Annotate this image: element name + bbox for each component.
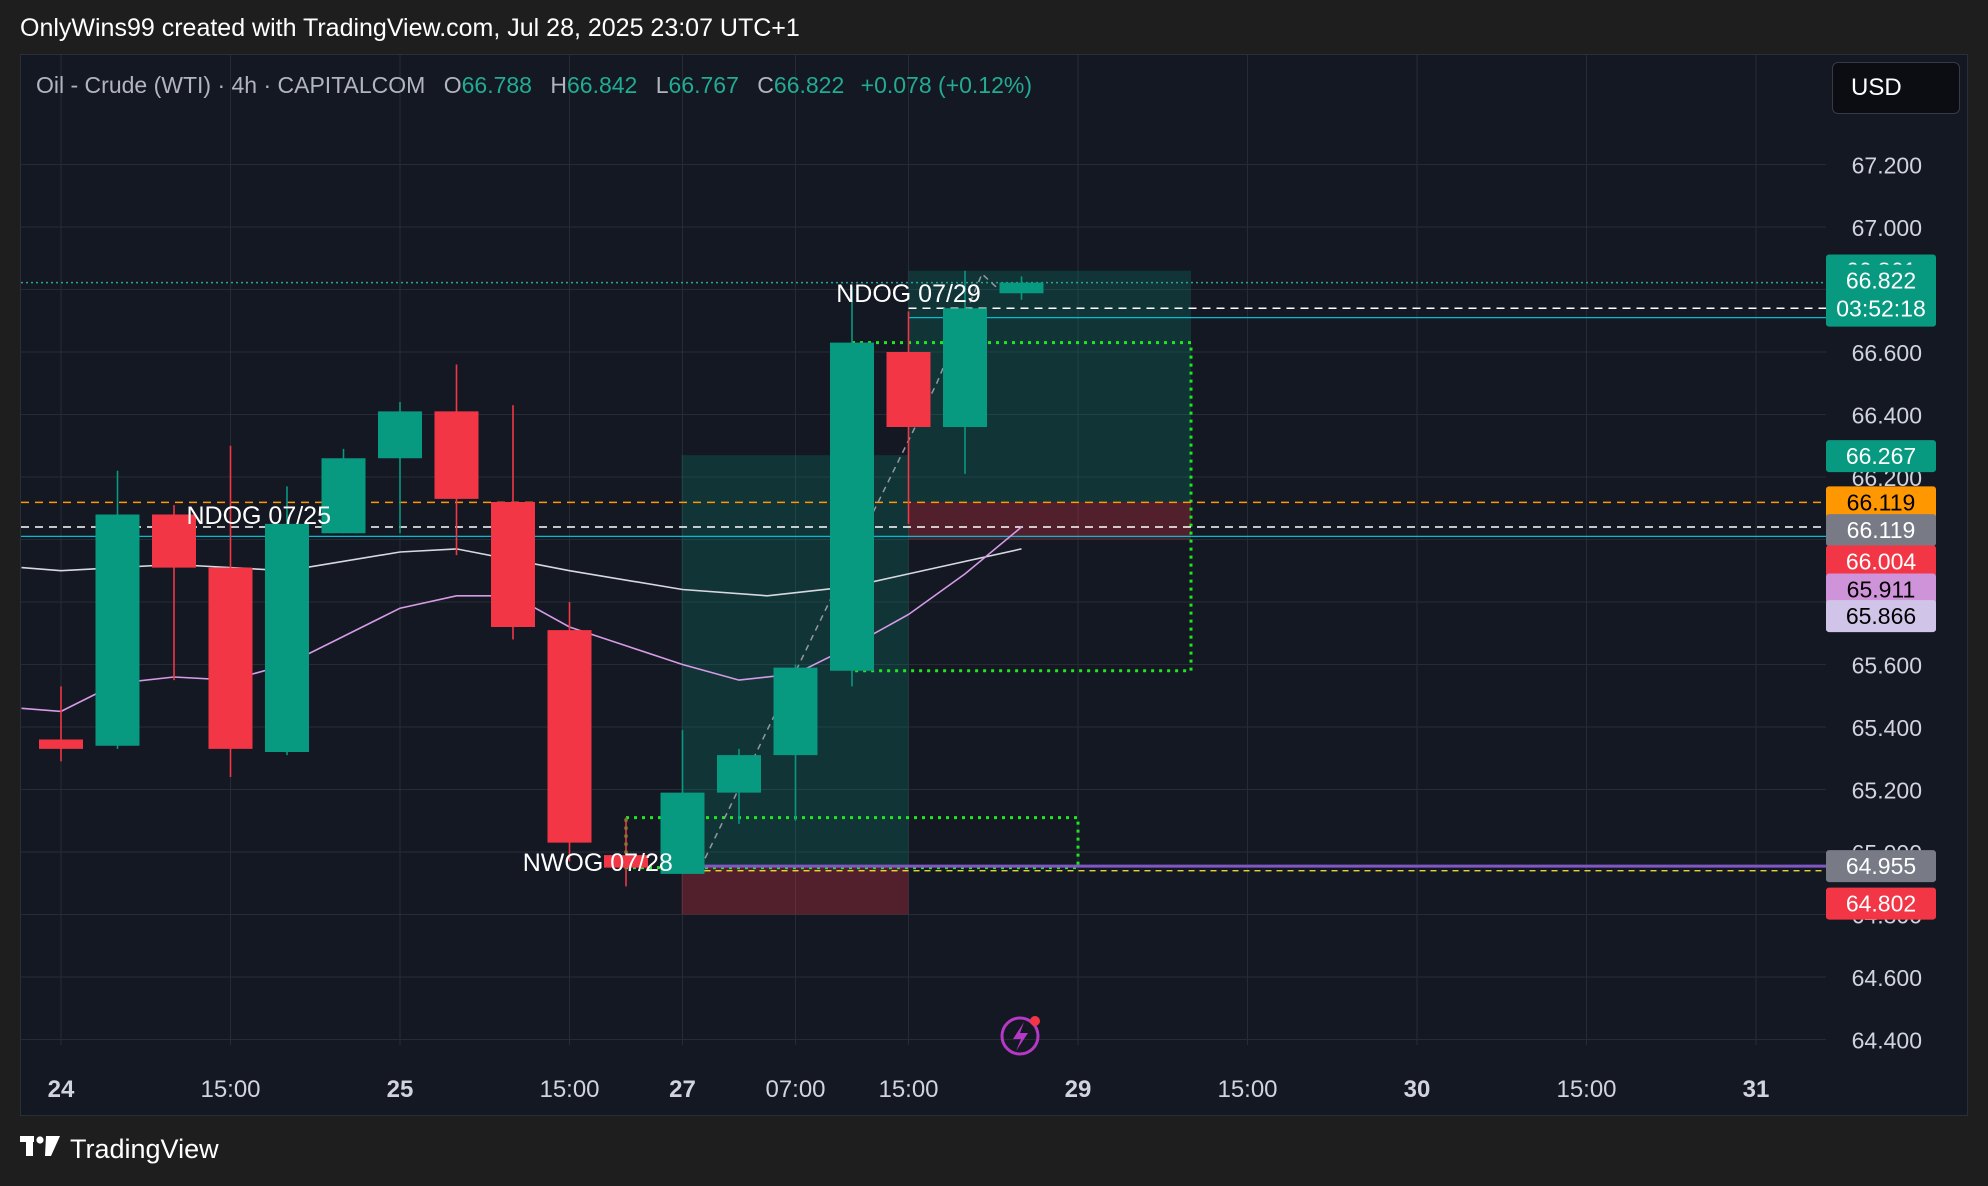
price-tag [1826,264,1936,327]
price-tag [1826,573,1936,606]
price-tag [1826,440,1936,473]
candle-bullish[interactable] [660,792,705,874]
price-tag [1826,600,1936,633]
high-label: H [550,72,567,98]
price-tag [1826,486,1936,519]
candle-bullish[interactable] [95,514,140,746]
candle-bullish[interactable] [830,342,874,671]
time-axis-label: 15:00 [1217,1076,1277,1103]
price-tag-value: 64.802 [1846,891,1916,917]
time-axis-label: 30 [1404,1076,1431,1103]
price-axis-label: 64.400 [1852,1028,1922,1054]
gap-label: NWOG 07/28 [523,849,673,877]
candle-bearish[interactable] [547,630,592,843]
price-tag-value: 66.822 [1846,268,1916,294]
long-position-loss-zone-2 [908,502,1191,540]
candle-bullish[interactable] [999,282,1044,294]
price-axis-label: 67.000 [1852,215,1922,241]
price-axis-label: 67.200 [1852,153,1922,179]
price-tag [1826,545,1936,578]
chart-pane[interactable] [20,54,1968,1116]
price-tag-value: 65.911 [1847,577,1916,603]
candle-bearish[interactable] [152,514,196,568]
long-position-loss-zone [681,867,909,915]
price-tag-value: 66.004 [1846,548,1917,574]
price-axis-label: 66.400 [1852,403,1922,429]
price-axis-label: 64.600 [1852,965,1922,991]
candle-bullish[interactable] [378,411,422,459]
symbol-title[interactable]: Oil - Crude (WTI) · 4h · CAPITALCOM [36,72,426,98]
price-tag-value: 66.119 [1847,517,1916,543]
price-tag-value: 66.119 [1847,489,1916,515]
open-value: 66.788 [461,72,532,98]
candle-bullish[interactable] [717,755,761,793]
currency-button[interactable]: USD [1832,62,1960,114]
price-tag-value: 65.866 [1846,603,1916,629]
candle-bearish[interactable] [886,352,931,427]
chart-credit: OnlyWins99 created with TradingView.com,… [20,14,800,42]
bar-countdown: 03:52:18 [1836,296,1926,322]
candle-bearish[interactable] [604,855,648,868]
low-label: L [655,72,669,98]
time-axis-label: 15:00 [539,1076,599,1103]
candle-bullish[interactable] [773,667,818,756]
open-label: O [443,72,462,98]
price-axis-label: 66.600 [1852,340,1922,366]
high-value: 66.842 [566,72,638,98]
candle-bearish[interactable] [39,739,83,749]
close-label: C [757,72,774,98]
time-axis-label: 24 [48,1076,75,1103]
candle-bearish[interactable] [434,411,479,499]
candle-bullish[interactable] [321,458,366,534]
gap-label: NDOG 07/25 [186,502,331,530]
lightning-bolt-icon [1013,1022,1028,1051]
brand-name: TradingView [70,1134,219,1164]
time-axis-label: 15:00 [200,1076,260,1103]
brand-footer: TradingView [20,1134,219,1165]
candle-bearish[interactable] [208,567,253,749]
lightning-icon[interactable] [1000,1016,1040,1056]
time-axis-label: 25 [387,1076,414,1103]
price-tag [1826,887,1936,920]
projection-path [704,272,1000,859]
time-axis-label: 29 [1065,1076,1092,1103]
symbol-legend: Oil - Crude (WTI) · 4h · CAPITALCOM O66.… [36,72,1032,99]
close-value: 66.822 [773,72,845,98]
candle-bullish[interactable] [943,308,987,427]
time-axis-label: 07:00 [765,1076,825,1103]
price-tag [1826,514,1936,547]
time-axis-label: 15:00 [1556,1076,1616,1103]
price-axis-label: 65.200 [1852,778,1922,804]
time-axis-label: 27 [669,1076,696,1103]
time-axis-label: 31 [1743,1076,1770,1103]
candle-bearish[interactable] [491,502,535,627]
time-axis-label: 15:00 [878,1076,938,1103]
change-value: +0.078 (+0.12%) [860,72,1032,98]
low-value: 66.767 [668,72,739,98]
price-tag-value: 66.267 [1846,443,1916,469]
candle-bullish[interactable] [265,523,309,752]
tradingview-logo-icon [20,1134,60,1165]
price-tag [1826,850,1936,883]
gap-label: NDOG 07/29 [836,280,981,308]
price-tag-value: 64.955 [1846,853,1916,879]
price-axis-label: 65.600 [1852,653,1922,679]
notification-dot [1030,1016,1040,1026]
price-axis-label: 65.400 [1852,715,1922,741]
